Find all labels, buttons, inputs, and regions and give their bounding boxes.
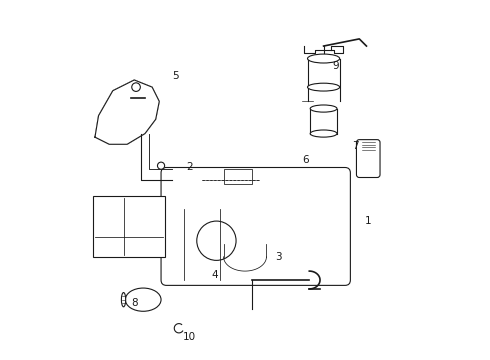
Circle shape xyxy=(157,162,165,169)
Text: 3: 3 xyxy=(275,252,282,262)
Text: 9: 9 xyxy=(333,61,340,71)
FancyBboxPatch shape xyxy=(161,167,350,285)
FancyBboxPatch shape xyxy=(356,140,380,177)
Circle shape xyxy=(132,83,140,91)
Text: 10: 10 xyxy=(183,332,196,342)
Bar xyxy=(223,169,252,184)
Ellipse shape xyxy=(310,130,337,137)
Ellipse shape xyxy=(122,293,126,307)
Ellipse shape xyxy=(308,54,340,63)
Polygon shape xyxy=(95,80,159,144)
Ellipse shape xyxy=(310,105,337,112)
Text: 8: 8 xyxy=(131,298,138,308)
Text: 4: 4 xyxy=(211,270,218,280)
Text: 1: 1 xyxy=(365,216,371,226)
FancyBboxPatch shape xyxy=(93,196,165,257)
Text: 5: 5 xyxy=(172,71,179,81)
Circle shape xyxy=(197,221,236,260)
Text: 6: 6 xyxy=(302,156,309,165)
Text: 2: 2 xyxy=(186,162,193,172)
Text: 7: 7 xyxy=(352,141,359,151)
Ellipse shape xyxy=(125,288,161,311)
Ellipse shape xyxy=(308,83,340,91)
